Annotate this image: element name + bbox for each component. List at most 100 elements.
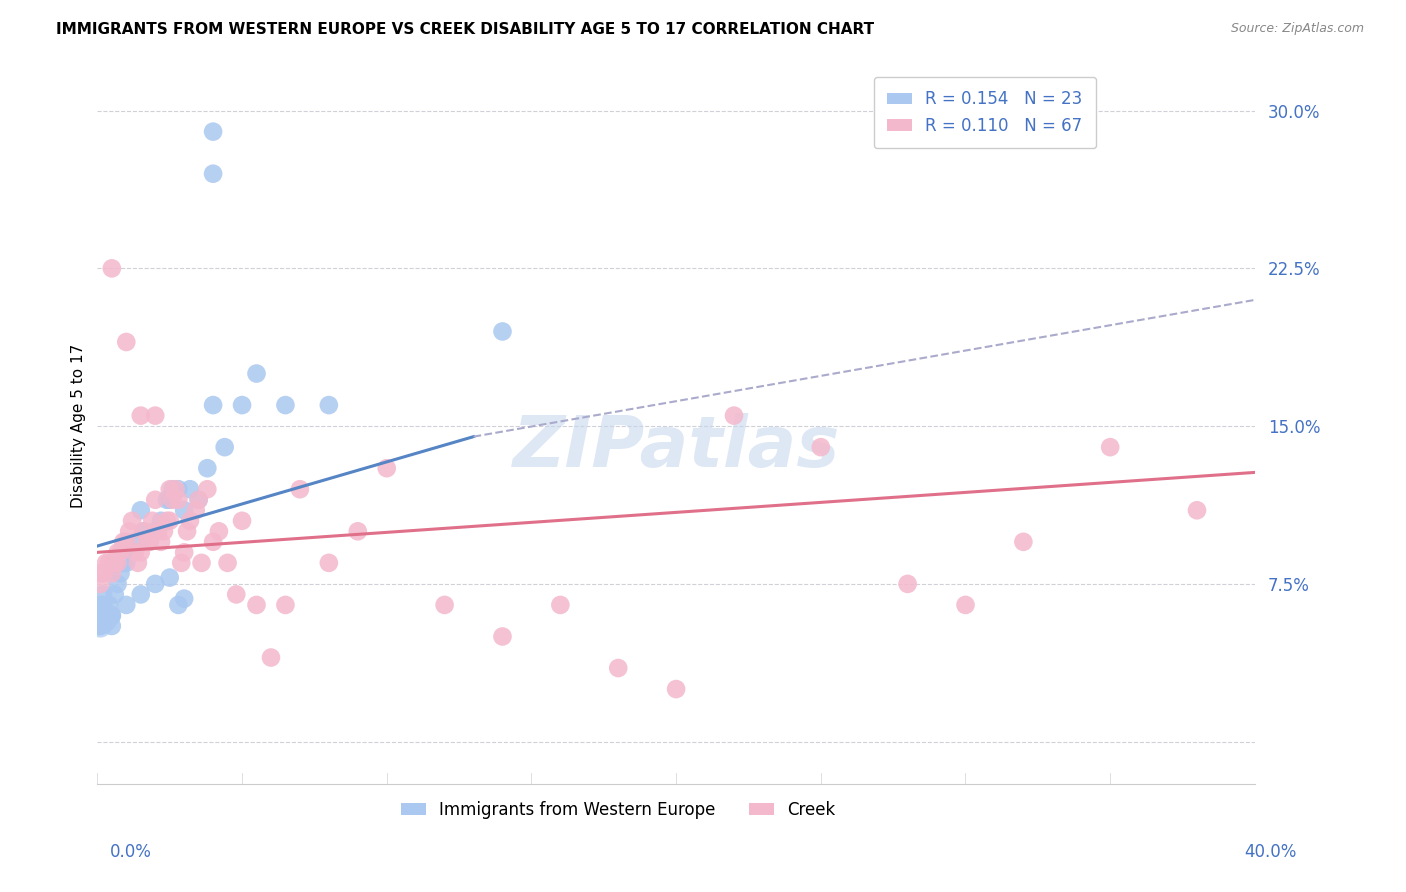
Point xyxy=(184,503,207,517)
Point xyxy=(97,608,120,623)
Point xyxy=(217,556,239,570)
Point xyxy=(156,492,179,507)
Point xyxy=(91,598,114,612)
Point xyxy=(187,492,209,507)
Point xyxy=(89,619,111,633)
Point xyxy=(101,261,124,276)
Point xyxy=(89,608,111,623)
Point xyxy=(135,534,157,549)
Text: 0.0%: 0.0% xyxy=(110,843,152,861)
Point xyxy=(167,598,190,612)
Point xyxy=(150,534,173,549)
Point xyxy=(159,492,181,507)
Point xyxy=(167,492,190,507)
Point xyxy=(146,524,169,539)
Point xyxy=(318,556,340,570)
Point xyxy=(665,682,688,697)
Point xyxy=(89,619,111,633)
Point xyxy=(274,398,297,412)
Point xyxy=(94,608,117,623)
Y-axis label: Disability Age 5 to 17: Disability Age 5 to 17 xyxy=(72,344,86,508)
Point xyxy=(129,545,152,559)
Point xyxy=(104,587,127,601)
Point xyxy=(245,598,267,612)
Point xyxy=(110,566,132,581)
Point xyxy=(167,482,190,496)
Point xyxy=(159,571,181,585)
Point xyxy=(112,556,135,570)
Point xyxy=(159,482,181,496)
Point xyxy=(138,534,160,549)
Point xyxy=(132,524,155,539)
Point xyxy=(121,545,143,559)
Point xyxy=(723,409,745,423)
Point xyxy=(288,482,311,496)
Point xyxy=(195,461,218,475)
Point xyxy=(162,482,184,496)
Point xyxy=(173,591,195,606)
Point xyxy=(150,514,173,528)
Point xyxy=(124,545,146,559)
Point xyxy=(97,556,120,570)
Point xyxy=(110,545,132,559)
Point xyxy=(346,524,368,539)
Point xyxy=(225,587,247,601)
Legend: Immigrants from Western Europe, Creek: Immigrants from Western Europe, Creek xyxy=(394,794,842,825)
Point xyxy=(1099,440,1122,454)
Text: ZIPatlas: ZIPatlas xyxy=(512,413,839,482)
Point xyxy=(91,604,114,618)
Point xyxy=(129,409,152,423)
Point xyxy=(101,566,124,581)
Point xyxy=(143,524,166,539)
Point xyxy=(202,167,225,181)
Point xyxy=(195,482,218,496)
Point xyxy=(89,566,111,581)
Point xyxy=(124,534,146,549)
Point xyxy=(176,524,198,539)
Point xyxy=(231,514,253,528)
Point xyxy=(107,556,129,570)
Point xyxy=(91,566,114,581)
Point xyxy=(94,613,117,627)
Point xyxy=(89,598,111,612)
Point xyxy=(91,587,114,601)
Point xyxy=(89,619,111,633)
Point xyxy=(91,615,114,629)
Point xyxy=(179,482,201,496)
Point xyxy=(491,325,513,339)
Point xyxy=(101,608,124,623)
Point xyxy=(173,503,195,517)
Point xyxy=(127,556,149,570)
Point xyxy=(318,398,340,412)
Point xyxy=(129,587,152,601)
Point xyxy=(115,334,138,349)
Point xyxy=(118,524,141,539)
Point xyxy=(138,534,160,549)
Point xyxy=(202,534,225,549)
Point xyxy=(101,619,124,633)
Point xyxy=(202,125,225,139)
Point xyxy=(97,598,120,612)
Point xyxy=(94,556,117,570)
Point xyxy=(165,482,187,496)
Point xyxy=(245,367,267,381)
Point xyxy=(170,556,193,570)
Point xyxy=(94,613,117,627)
Text: Source: ZipAtlas.com: Source: ZipAtlas.com xyxy=(1230,22,1364,36)
Point xyxy=(141,514,163,528)
Point xyxy=(162,492,184,507)
Point xyxy=(550,598,572,612)
Point xyxy=(214,440,236,454)
Point xyxy=(1185,503,1208,517)
Point xyxy=(115,534,138,549)
Point xyxy=(208,524,231,539)
Point xyxy=(179,514,201,528)
Point xyxy=(156,514,179,528)
Point xyxy=(129,503,152,517)
Point xyxy=(1012,534,1035,549)
Point xyxy=(159,514,181,528)
Point xyxy=(101,608,124,623)
Point xyxy=(810,440,832,454)
Point xyxy=(143,409,166,423)
Text: IMMIGRANTS FROM WESTERN EUROPE VS CREEK DISABILITY AGE 5 TO 17 CORRELATION CHART: IMMIGRANTS FROM WESTERN EUROPE VS CREEK … xyxy=(56,22,875,37)
